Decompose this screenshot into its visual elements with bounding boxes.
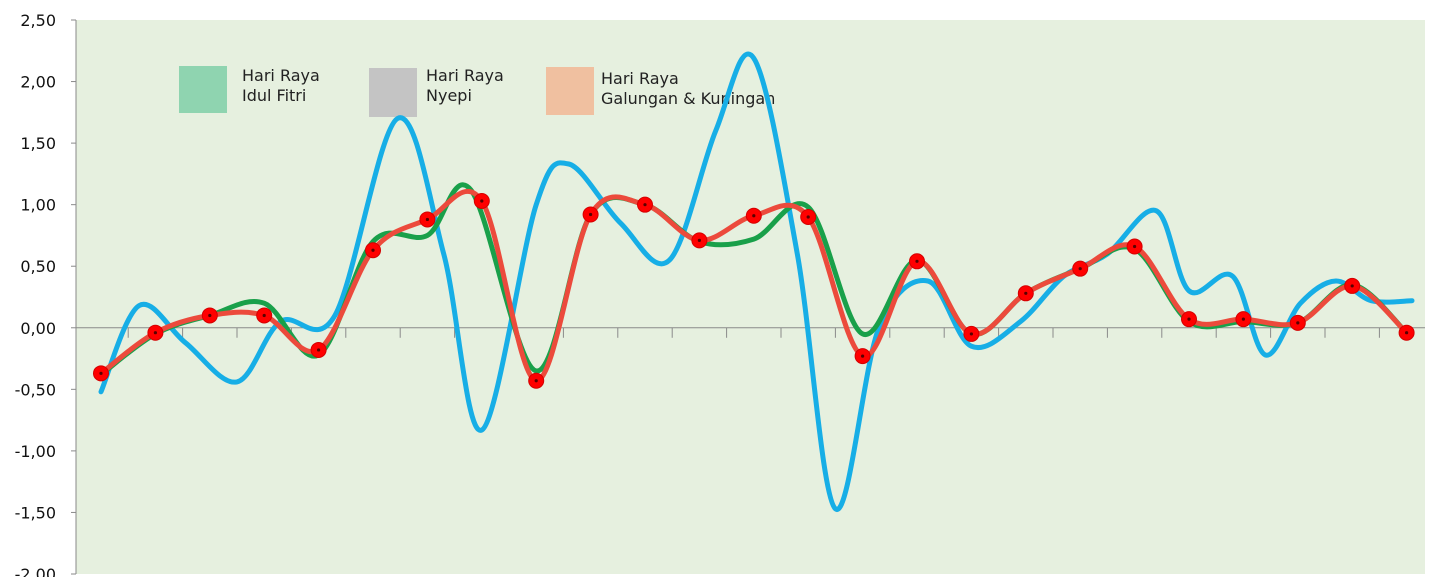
data-point-marker-center <box>1241 317 1245 321</box>
data-point-marker-center <box>1187 317 1191 321</box>
y-tick-label: -2,00 <box>15 565 56 577</box>
legend-label-line: Nyepi <box>426 86 472 105</box>
series-red-line <box>98 189 1410 384</box>
y-tick-label: -1,00 <box>15 442 56 461</box>
data-point-marker-center <box>1078 267 1082 271</box>
plot-area <box>76 20 1425 574</box>
legend-label-line: Hari Raya <box>426 66 504 85</box>
data-point-marker-center <box>643 203 647 207</box>
y-tick-label: 0,50 <box>20 257 56 276</box>
data-point-marker-center <box>1296 321 1300 325</box>
legend-label: Hari Raya Galungan & Kuningan <box>601 69 775 108</box>
y-tick-label: 1,50 <box>20 134 56 153</box>
y-tick-label: 1,00 <box>20 196 56 215</box>
legend-swatch <box>179 66 227 113</box>
y-tick-label: -1,50 <box>15 503 56 522</box>
legend-label: Hari Raya Nyepi <box>426 66 504 105</box>
legend-swatch <box>369 68 417 117</box>
legend-swatch <box>546 67 594 115</box>
data-point-marker-center <box>371 248 375 252</box>
data-point-marker-center <box>752 214 756 218</box>
data-point-marker-center <box>861 354 865 358</box>
legend-label-line: Galungan & Kuningan <box>601 89 775 108</box>
series-blue-line <box>98 51 1415 512</box>
data-point-marker-center <box>317 348 321 352</box>
y-tick-label: 0,00 <box>20 319 56 338</box>
data-point-marker-center <box>1024 291 1028 295</box>
data-point-marker-center <box>534 379 538 383</box>
legend-label: Hari Raya Idul Fitri <box>242 66 320 105</box>
legend-label-line: Hari Raya <box>601 69 679 88</box>
data-point-marker-center <box>915 259 919 263</box>
y-tick-label: 2,50 <box>20 11 56 30</box>
data-point-marker-center <box>1350 284 1354 288</box>
data-point-marker-center <box>262 313 266 318</box>
legend-label-line: Hari Raya <box>242 66 320 85</box>
y-tick-label: 2,00 <box>20 73 56 92</box>
data-point-marker-center <box>1405 331 1409 335</box>
data-point-marker-center <box>589 212 593 217</box>
data-point-marker-center <box>697 238 702 242</box>
y-tick-label: -0,50 <box>15 380 56 399</box>
data-point-marker-center <box>425 217 429 222</box>
legend-label-line: Idul Fitri <box>242 86 306 105</box>
data-point-marker-center <box>153 331 157 335</box>
data-point-marker-center <box>99 371 103 375</box>
axes: -2,00 -1,50 -1,00 -0,50 0,00 0,50 1,00 1,50 2,00… <box>15 11 1425 577</box>
data-point-marker-center <box>969 332 974 336</box>
data-point-marker-center <box>208 313 212 318</box>
data-point-marker-center <box>480 199 484 203</box>
series-layer <box>93 51 1415 512</box>
data-point-marker-center <box>806 215 810 219</box>
data-point-marker-center <box>1133 244 1137 249</box>
